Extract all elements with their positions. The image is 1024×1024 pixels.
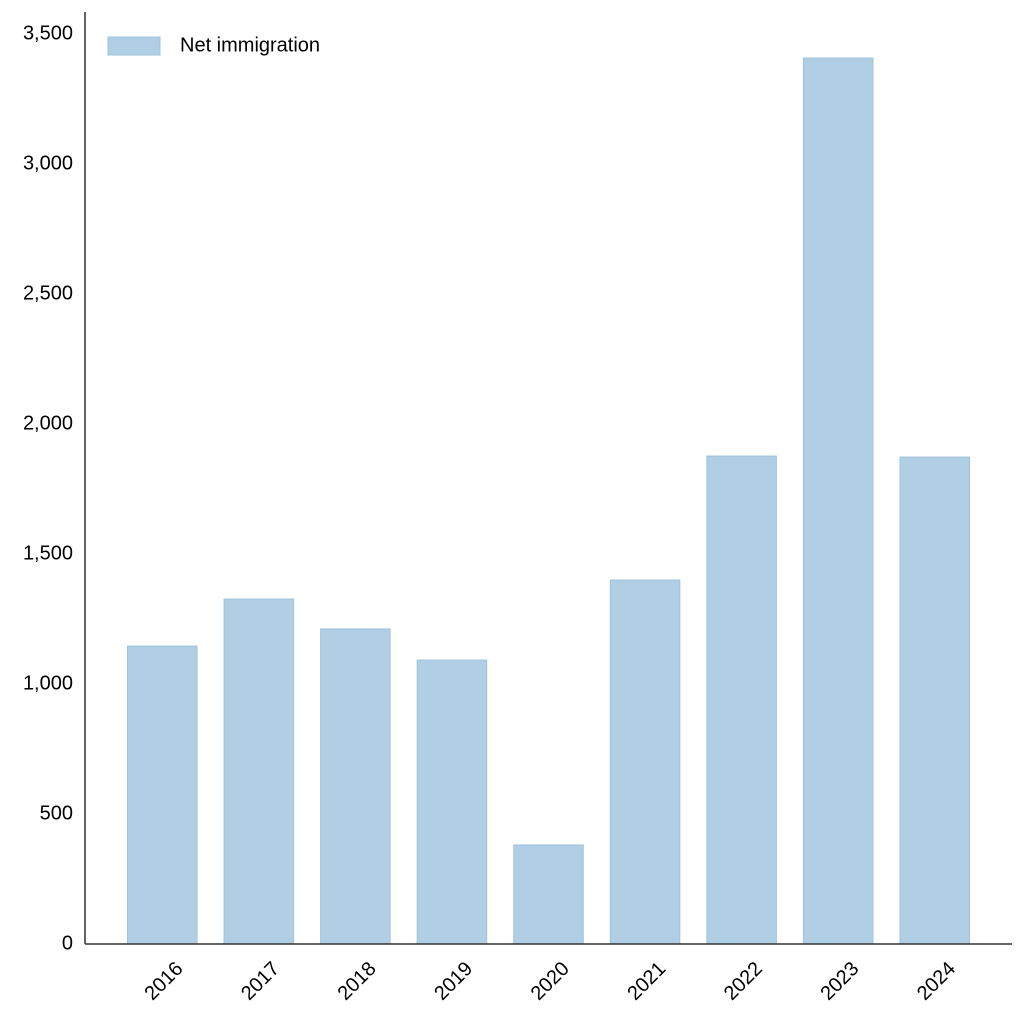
- x-tick-label: 2019: [430, 958, 477, 1005]
- y-tick-label: 3,500: [23, 22, 73, 44]
- bar: [609, 579, 681, 945]
- bar: [320, 628, 391, 945]
- legend-swatch: [107, 36, 161, 56]
- y-tick-label: 500: [40, 802, 73, 824]
- y-tick-label: 1,000: [23, 672, 73, 694]
- bar: [802, 57, 874, 945]
- x-tick-label: 2016: [140, 958, 187, 1005]
- bar: [899, 456, 971, 945]
- bar: [416, 659, 488, 945]
- x-tick-label: 2021: [623, 958, 670, 1005]
- bar: [223, 598, 295, 945]
- bar: [126, 645, 198, 945]
- y-tick-label: 2,500: [23, 282, 73, 304]
- y-tick-label: 1,500: [23, 542, 73, 564]
- bar: [513, 844, 584, 945]
- bar: [706, 455, 777, 945]
- x-tick-label: 2022: [720, 958, 767, 1005]
- y-tick-label: 0: [62, 932, 73, 954]
- x-tick-label: 2017: [237, 958, 284, 1005]
- x-tick-label: 2020: [527, 958, 574, 1005]
- legend-label: Net immigration: [180, 34, 320, 56]
- x-tick-label: 2023: [816, 958, 863, 1005]
- y-tick-label: 3,000: [23, 152, 73, 174]
- x-tick-label: 2024: [913, 958, 960, 1005]
- x-tick-label: 2018: [334, 958, 381, 1005]
- y-tick-label: 2,000: [23, 412, 73, 434]
